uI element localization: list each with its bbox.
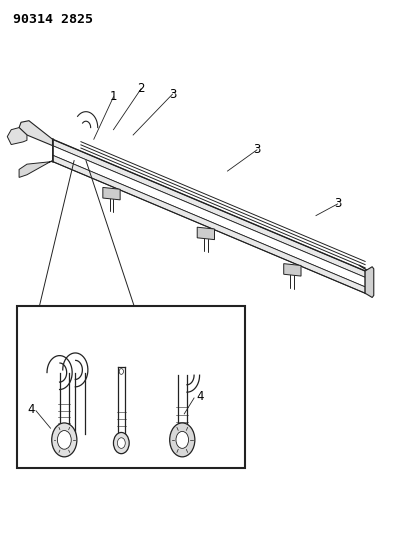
Text: 3: 3 [334,197,341,211]
Polygon shape [197,227,215,240]
Text: 1: 1 [110,90,117,103]
Text: 90314 2825: 90314 2825 [13,13,93,26]
Polygon shape [103,188,120,200]
Text: 4: 4 [27,403,34,416]
Text: 3: 3 [169,87,176,101]
Polygon shape [53,139,365,277]
Circle shape [117,438,125,448]
Text: 4: 4 [196,390,204,403]
Polygon shape [19,120,53,146]
Circle shape [170,423,195,457]
Polygon shape [7,127,27,144]
Bar [17,306,245,468]
Polygon shape [284,264,301,276]
Text: 2: 2 [137,83,145,95]
Polygon shape [53,146,365,287]
Circle shape [114,432,129,454]
Circle shape [176,431,188,448]
Polygon shape [365,266,374,297]
Text: 3: 3 [253,143,261,156]
Polygon shape [53,155,365,293]
Circle shape [57,431,71,449]
Circle shape [119,369,124,374]
Circle shape [52,423,77,457]
Polygon shape [19,160,53,177]
